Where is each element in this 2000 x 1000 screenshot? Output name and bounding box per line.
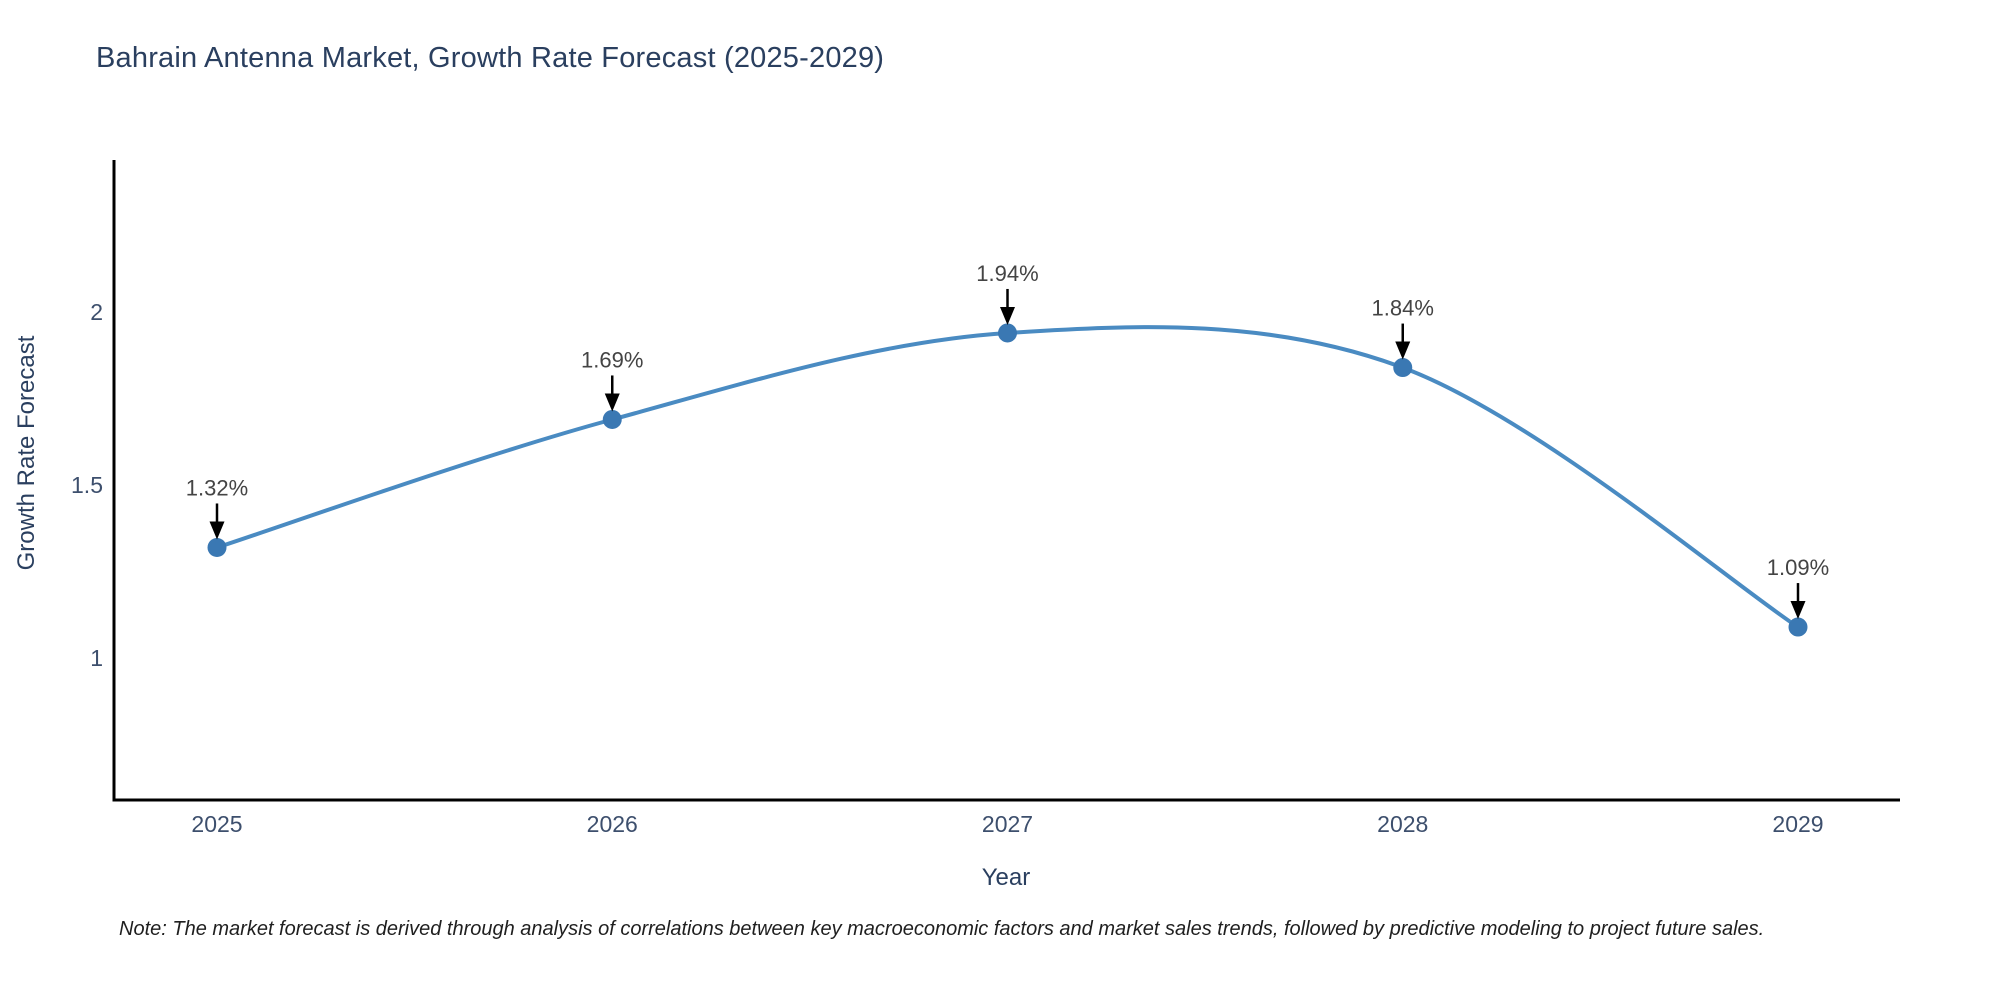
series-line xyxy=(215,325,1800,630)
x-tick-label: 2029 xyxy=(1772,811,1823,837)
y-tick-label: 1 xyxy=(90,645,103,671)
annotation-arrow-head-icon xyxy=(1790,601,1806,620)
annotation-arrow-head-icon xyxy=(1395,341,1411,360)
chart-title: Bahrain Antenna Market, Growth Rate Fore… xyxy=(96,42,885,74)
annotation-arrow-head-icon xyxy=(209,521,225,540)
x-tick-label: 2026 xyxy=(587,811,638,837)
data-point-marker[interactable] xyxy=(1393,358,1413,378)
y-tick-label: 2 xyxy=(90,299,103,325)
data-point-marker[interactable] xyxy=(998,323,1017,343)
y-tick-label: 1.5 xyxy=(71,472,103,498)
x-tick-label: 2028 xyxy=(1377,811,1428,837)
annotation-arrow-head-icon xyxy=(604,393,620,412)
data-point-marker[interactable] xyxy=(1788,617,1808,637)
x-tick-label: 2027 xyxy=(982,811,1033,837)
point-value-label: 1.09% xyxy=(1767,555,1829,580)
point-value-label: 1.84% xyxy=(1372,296,1434,321)
x-axis-title: Year xyxy=(981,864,1031,891)
point-value-label: 1.69% xyxy=(581,347,643,372)
annotation-arrow-head-icon xyxy=(1000,306,1015,325)
footnote: Note: The market forecast is derived thr… xyxy=(119,918,1765,940)
x-tick-label: 2025 xyxy=(191,811,242,837)
data-point-marker[interactable] xyxy=(207,537,227,557)
point-value-label: 1.94% xyxy=(976,261,1038,286)
point-value-label: 1.32% xyxy=(186,475,248,500)
data-point-marker[interactable] xyxy=(602,409,622,429)
